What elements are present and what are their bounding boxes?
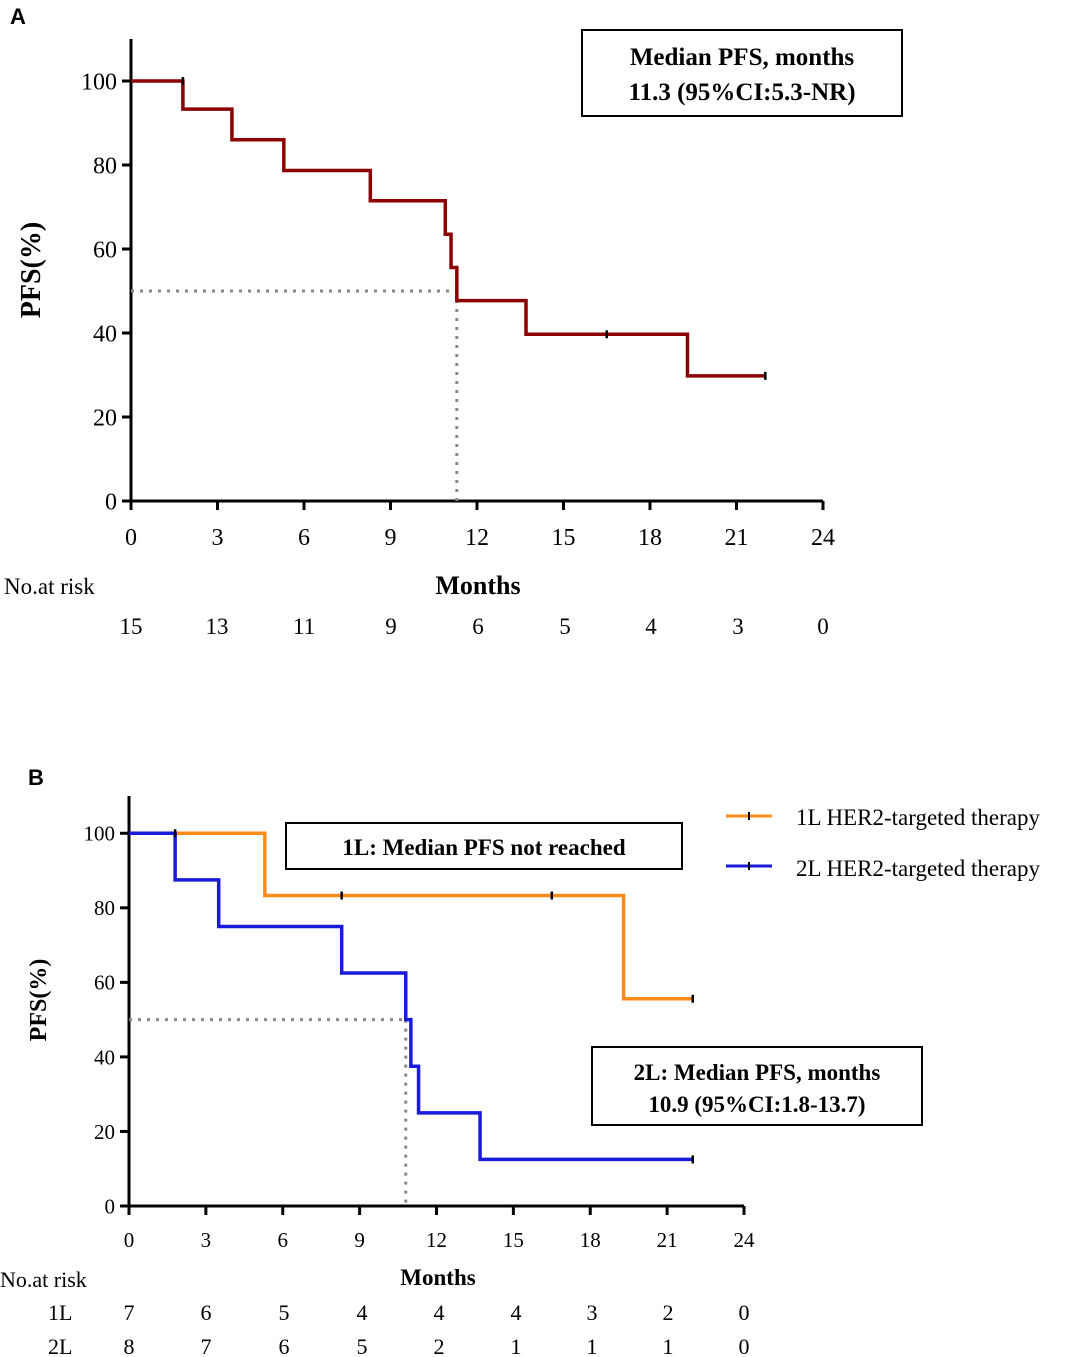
panel-b-2l-annotation: 2L: Median PFS, months 10.9 (95%CI:1.8-1… <box>591 1046 923 1126</box>
risk-value: 2 <box>434 1334 445 1357</box>
panel-b-y-axis-label: PFS(%) <box>26 959 52 1042</box>
risk-value: 11 <box>293 614 315 639</box>
x-tick-label: 0 <box>124 1228 135 1252</box>
risk-value: 0 <box>817 614 829 639</box>
y-tick-label: 0 <box>105 1194 116 1218</box>
panel-b-plot: 0 20 40 60 80 100 0 3 6 9 12 15 18 21 24 <box>84 796 756 1252</box>
risk-value: 2 <box>663 1300 674 1325</box>
x-tick-label: 0 <box>125 525 137 551</box>
risk-value: 4 <box>357 1300 368 1325</box>
risk-value: 7 <box>201 1334 212 1357</box>
series-line-1 <box>129 831 693 1001</box>
risk-row-label-1l: 1L <box>48 1300 72 1325</box>
x-tick-label: 24 <box>811 525 835 551</box>
y-tick-label: 40 <box>94 1045 115 1069</box>
risk-value: 13 <box>206 614 229 639</box>
annotation-line-2: 11.3 (95%CI:5.3-NR) <box>628 79 855 106</box>
risk-row-label-2l: 2L <box>48 1334 72 1357</box>
risk-value: 3 <box>587 1300 598 1325</box>
panel-a-risk-table: 15 13 11 9 6 5 4 3 0 <box>120 614 829 639</box>
panel-a-x-axis-label: Months <box>435 571 520 600</box>
y-tick-label: 40 <box>93 321 117 347</box>
risk-value: 0 <box>739 1334 750 1357</box>
x-tick-label: 6 <box>278 1228 289 1252</box>
y-tick-label: 80 <box>94 896 115 920</box>
risk-value: 8 <box>124 1334 135 1357</box>
x-tick-label: 21 <box>725 525 749 551</box>
risk-value: 5 <box>357 1334 368 1357</box>
x-tick-label: 12 <box>426 1228 447 1252</box>
x-tick-label: 6 <box>298 525 310 551</box>
panel-a-median-annotation: Median PFS, months 11.3 (95%CI:5.3-NR) <box>581 29 903 117</box>
risk-value: 1 <box>587 1334 598 1357</box>
annotation-1l-text: 1L: Median PFS not reached <box>342 835 625 860</box>
x-tick-label: 9 <box>385 525 397 551</box>
legend-label-2l: 2L HER2-targeted therapy <box>796 856 1040 881</box>
legend-label-1l: 1L HER2-targeted therapy <box>796 805 1040 830</box>
x-tick-label: 18 <box>638 525 662 551</box>
panel-b-risk-table: 1L 2L 7 6 5 4 4 4 3 2 0 8 7 6 5 2 1 1 1 … <box>48 1300 750 1357</box>
risk-value: 0 <box>739 1300 750 1325</box>
panel-a-risk-title: No.at risk <box>4 574 95 599</box>
x-tick-label: 3 <box>212 525 224 551</box>
annotation-box <box>591 1046 923 1126</box>
y-tick-label: 0 <box>105 489 117 515</box>
annotation-2l-line-2: 10.9 (95%CI:1.8-13.7) <box>648 1092 865 1117</box>
x-tick-label: 12 <box>465 525 489 551</box>
panel-a-plot: 0 20 40 60 80 100 0 3 6 9 12 15 18 21 24 <box>81 39 835 551</box>
y-tick-label: 60 <box>93 237 117 263</box>
annotation-line-1: Median PFS, months <box>630 44 855 71</box>
risk-value: 4 <box>434 1300 445 1325</box>
risk-value: 1 <box>663 1334 674 1357</box>
x-tick-label: 15 <box>503 1228 524 1252</box>
risk-value: 15 <box>120 614 143 639</box>
x-tick-label: 3 <box>201 1228 212 1252</box>
x-tick-label: 21 <box>657 1228 678 1252</box>
panel-b: B PFS(%) Months No.at risk 1L 2L 7 6 5 4… <box>0 765 1040 1357</box>
risk-value: 6 <box>201 1300 212 1325</box>
y-tick-label: 100 <box>84 822 116 846</box>
risk-value: 6 <box>279 1334 290 1357</box>
panel-b-legend: 1L HER2-targeted therapy 2L HER2-targete… <box>726 805 1040 881</box>
risk-value: 4 <box>645 614 657 639</box>
panel-a: A PFS(%) Months No.at risk 15 13 11 9 6 … <box>4 4 903 639</box>
risk-value: 7 <box>124 1300 135 1325</box>
risk-value: 6 <box>472 614 484 639</box>
series-line-1 <box>131 79 766 378</box>
y-tick-label: 60 <box>94 971 115 995</box>
y-tick-label: 20 <box>94 1120 115 1144</box>
series-line-2 <box>129 831 693 1162</box>
x-tick-label: 9 <box>354 1228 365 1252</box>
panel-b-risk-title: No.at risk <box>0 1267 87 1292</box>
risk-value: 9 <box>385 614 397 639</box>
y-tick-label: 100 <box>81 69 117 95</box>
annotation-2l-line-1: 2L: Median PFS, months <box>634 1060 881 1085</box>
risk-value: 5 <box>279 1300 290 1325</box>
risk-value: 5 <box>559 614 571 639</box>
panel-a-label: A <box>10 4 26 29</box>
panel-b-label: B <box>28 765 44 790</box>
risk-value: 1 <box>511 1334 522 1357</box>
risk-value: 4 <box>511 1300 522 1325</box>
panel-b-x-axis-label: Months <box>400 1265 475 1290</box>
x-tick-label: 18 <box>580 1228 601 1252</box>
panel-a-y-axis-label: PFS(%) <box>16 222 47 318</box>
annotation-box <box>581 29 903 117</box>
panel-b-1l-annotation: 1L: Median PFS not reached <box>285 822 683 870</box>
annotation-box <box>285 822 683 870</box>
y-tick-label: 20 <box>93 405 117 431</box>
x-tick-label: 24 <box>734 1228 756 1252</box>
y-tick-label: 80 <box>93 153 117 179</box>
x-tick-label: 15 <box>552 525 576 551</box>
risk-value: 3 <box>732 614 744 639</box>
